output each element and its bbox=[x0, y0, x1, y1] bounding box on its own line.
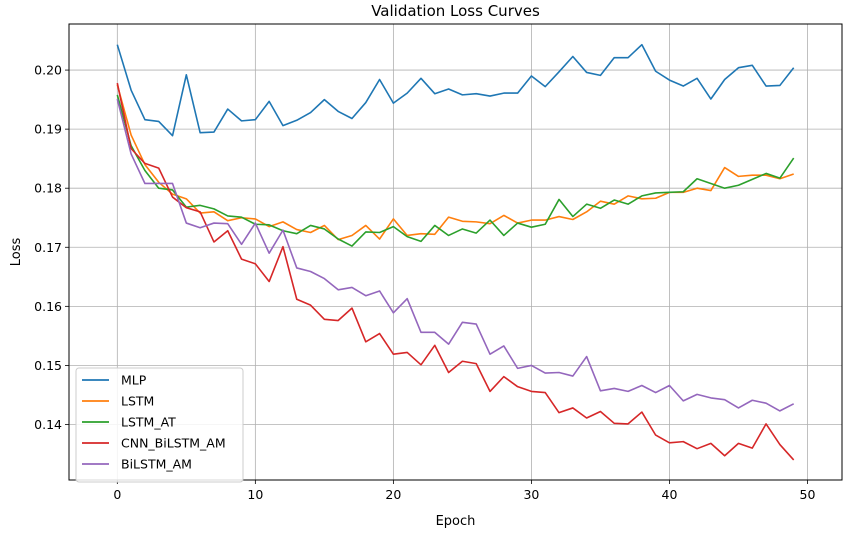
y-tick-label: 0.15 bbox=[34, 358, 62, 373]
y-tick-label: 0.14 bbox=[34, 417, 62, 432]
x-tick-label: 30 bbox=[523, 487, 539, 502]
x-tick-label: 40 bbox=[662, 487, 678, 502]
x-tick-label: 10 bbox=[247, 487, 263, 502]
legend-label: LSTM bbox=[121, 394, 154, 409]
x-tick-label: 20 bbox=[385, 487, 401, 502]
series-line-lstm bbox=[116, 84, 794, 241]
series-line-bilstm-am bbox=[116, 98, 795, 412]
legend-label: BiLSTM_AM bbox=[121, 457, 192, 472]
x-tick-label: 0 bbox=[113, 487, 121, 502]
y-tick-label: 0.19 bbox=[34, 122, 62, 137]
legend-label: LSTM_AT bbox=[121, 415, 176, 430]
series-lines bbox=[116, 43, 795, 461]
y-tick-label: 0.20 bbox=[34, 63, 62, 78]
x-axis-ticks: 0 10 20 30 40 50 bbox=[113, 480, 815, 502]
plot-area-frame bbox=[68, 23, 843, 481]
legend: MLP LSTM LSTM_AT CNN_BiLSTM_AM BiLSTM_AM bbox=[75, 367, 244, 483]
series-line-mlp bbox=[116, 43, 795, 137]
x-axis-label: Epoch bbox=[436, 514, 476, 529]
y-tick-label: 0.18 bbox=[34, 181, 62, 196]
legend-label: MLP bbox=[121, 373, 147, 388]
y-axis-label: Loss bbox=[9, 238, 24, 267]
grid-lines bbox=[69, 24, 842, 480]
y-tick-label: 0.16 bbox=[34, 299, 62, 314]
y-axis-ticks: 0.14 0.15 0.16 0.17 0.18 0.19 0.20 bbox=[34, 63, 69, 432]
chart-title: Validation Loss Curves bbox=[371, 2, 540, 20]
series-line-lstm-at bbox=[116, 94, 795, 247]
legend-box bbox=[75, 367, 244, 483]
x-tick-label: 50 bbox=[800, 487, 816, 502]
legend-label: CNN_BiLSTM_AM bbox=[121, 436, 226, 451]
series-line-cnn-bilstm-am bbox=[116, 82, 795, 461]
y-tick-label: 0.17 bbox=[34, 240, 62, 255]
